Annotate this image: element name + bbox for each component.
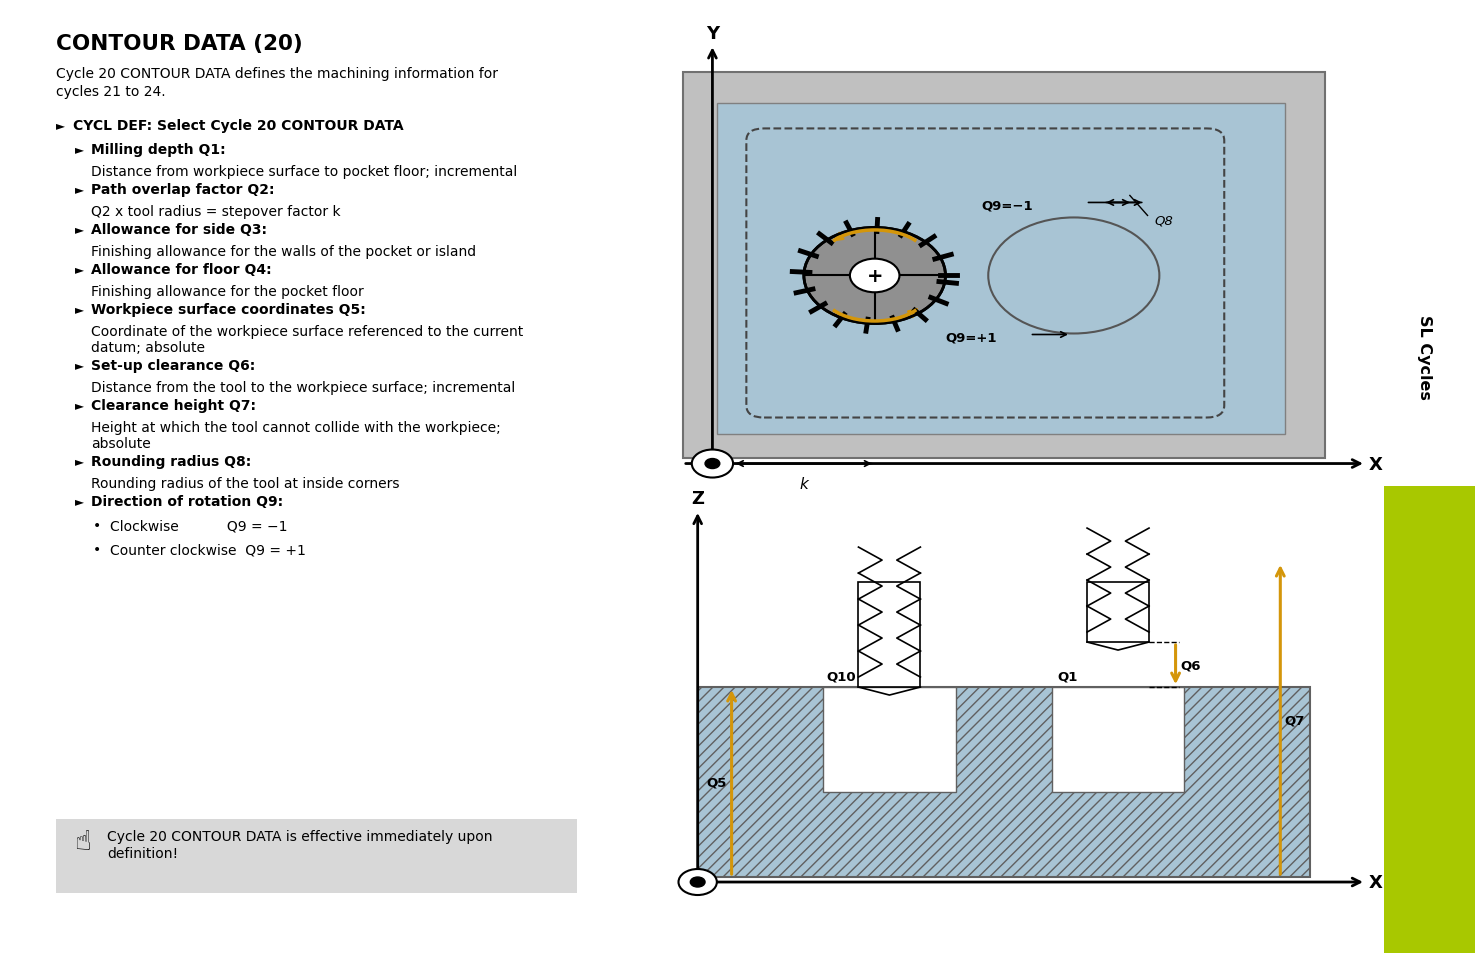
Text: Allowance for floor Q4:: Allowance for floor Q4: xyxy=(91,263,271,276)
Text: ►: ► xyxy=(74,183,84,195)
Text: ☝: ☝ xyxy=(74,827,91,855)
Text: Q2 x tool radius = stepover factor k: Q2 x tool radius = stepover factor k xyxy=(91,205,341,219)
Text: Finishing allowance for the walls of the pocket or island: Finishing allowance for the walls of the… xyxy=(91,245,476,258)
Text: Q1: Q1 xyxy=(1058,669,1078,682)
Text: ►: ► xyxy=(74,398,84,412)
Text: Q9=+1: Q9=+1 xyxy=(945,332,997,345)
Text: Z: Z xyxy=(692,490,704,508)
Text: Allowance for side Q3:: Allowance for side Q3: xyxy=(91,223,267,236)
Text: Counter clockwise  Q9 = +1: Counter clockwise Q9 = +1 xyxy=(109,542,305,557)
Bar xyxy=(823,687,956,792)
Text: Distance from the tool to the workpiece surface; incremental: Distance from the tool to the workpiece … xyxy=(91,380,515,395)
Text: Q9=−1: Q9=−1 xyxy=(981,200,1032,213)
Text: ►: ► xyxy=(74,455,84,468)
Text: CONTOUR DATA (20): CONTOUR DATA (20) xyxy=(56,34,302,54)
Bar xyxy=(683,73,1325,458)
Circle shape xyxy=(804,228,945,324)
Text: Rounding radius Q8:: Rounding radius Q8: xyxy=(91,455,251,469)
Text: +: + xyxy=(866,267,884,286)
Text: Finishing allowance for the pocket floor: Finishing allowance for the pocket floor xyxy=(91,285,364,298)
Bar xyxy=(717,104,1285,434)
Circle shape xyxy=(678,869,717,895)
Text: Cycle 20 CONTOUR DATA is effective immediately upon: Cycle 20 CONTOUR DATA is effective immed… xyxy=(106,829,493,843)
Text: Direction of rotation Q9:: Direction of rotation Q9: xyxy=(91,495,283,509)
Text: Height at which the tool cannot collide with the workpiece;: Height at which the tool cannot collide … xyxy=(91,420,502,435)
Text: Q8: Q8 xyxy=(1155,214,1174,228)
Text: Q6: Q6 xyxy=(1180,659,1201,672)
Text: datum; absolute: datum; absolute xyxy=(91,340,205,355)
Circle shape xyxy=(705,459,720,469)
Text: X: X xyxy=(1369,873,1382,891)
Text: Set-up clearance Q6:: Set-up clearance Q6: xyxy=(91,358,255,373)
Text: Q5: Q5 xyxy=(707,776,727,789)
Bar xyxy=(698,687,1310,877)
Text: ►: ► xyxy=(74,495,84,507)
Circle shape xyxy=(850,259,900,293)
Text: Clockwise           Q9 = −1: Clockwise Q9 = −1 xyxy=(109,518,288,533)
Bar xyxy=(1087,582,1149,642)
Text: Milling depth Q1:: Milling depth Q1: xyxy=(91,143,226,157)
Text: CYCL DEF: Select Cycle 20 CONTOUR DATA: CYCL DEF: Select Cycle 20 CONTOUR DATA xyxy=(72,119,403,132)
Text: Cycle 20 CONTOUR DATA defines the machining information for: Cycle 20 CONTOUR DATA defines the machin… xyxy=(56,67,499,81)
Circle shape xyxy=(690,877,705,887)
Text: cycles 21 to 24.: cycles 21 to 24. xyxy=(56,85,165,99)
Bar xyxy=(1052,687,1184,792)
Text: Coordinate of the workpiece surface referenced to the current: Coordinate of the workpiece surface refe… xyxy=(91,325,524,338)
Text: Q7: Q7 xyxy=(1285,714,1305,727)
Text: ►: ► xyxy=(74,143,84,156)
Text: ►: ► xyxy=(74,303,84,315)
Text: k: k xyxy=(799,476,808,491)
Text: absolute: absolute xyxy=(91,436,150,451)
Bar xyxy=(858,582,920,687)
Text: •: • xyxy=(93,542,102,557)
Text: ►: ► xyxy=(74,263,84,275)
Text: Workpiece surface coordinates Q5:: Workpiece surface coordinates Q5: xyxy=(91,303,366,316)
Text: Distance from workpiece surface to pocket floor; incremental: Distance from workpiece surface to pocke… xyxy=(91,165,518,179)
Text: SL Cycles: SL Cycles xyxy=(1417,315,1432,399)
Circle shape xyxy=(988,218,1159,335)
Text: Y: Y xyxy=(707,26,718,43)
Text: Clearance height Q7:: Clearance height Q7: xyxy=(91,398,257,413)
Text: ►: ► xyxy=(74,223,84,235)
Text: •: • xyxy=(93,518,102,533)
Text: Q10: Q10 xyxy=(826,669,856,682)
Text: ►: ► xyxy=(74,358,84,372)
Bar xyxy=(1384,486,1475,953)
FancyBboxPatch shape xyxy=(56,820,577,893)
Text: Path overlap factor Q2:: Path overlap factor Q2: xyxy=(91,183,274,196)
Text: X: X xyxy=(1369,455,1382,473)
Circle shape xyxy=(692,450,733,478)
Text: definition!: definition! xyxy=(106,846,178,861)
Text: ►: ► xyxy=(56,119,65,132)
Text: Rounding radius of the tool at inside corners: Rounding radius of the tool at inside co… xyxy=(91,476,400,491)
